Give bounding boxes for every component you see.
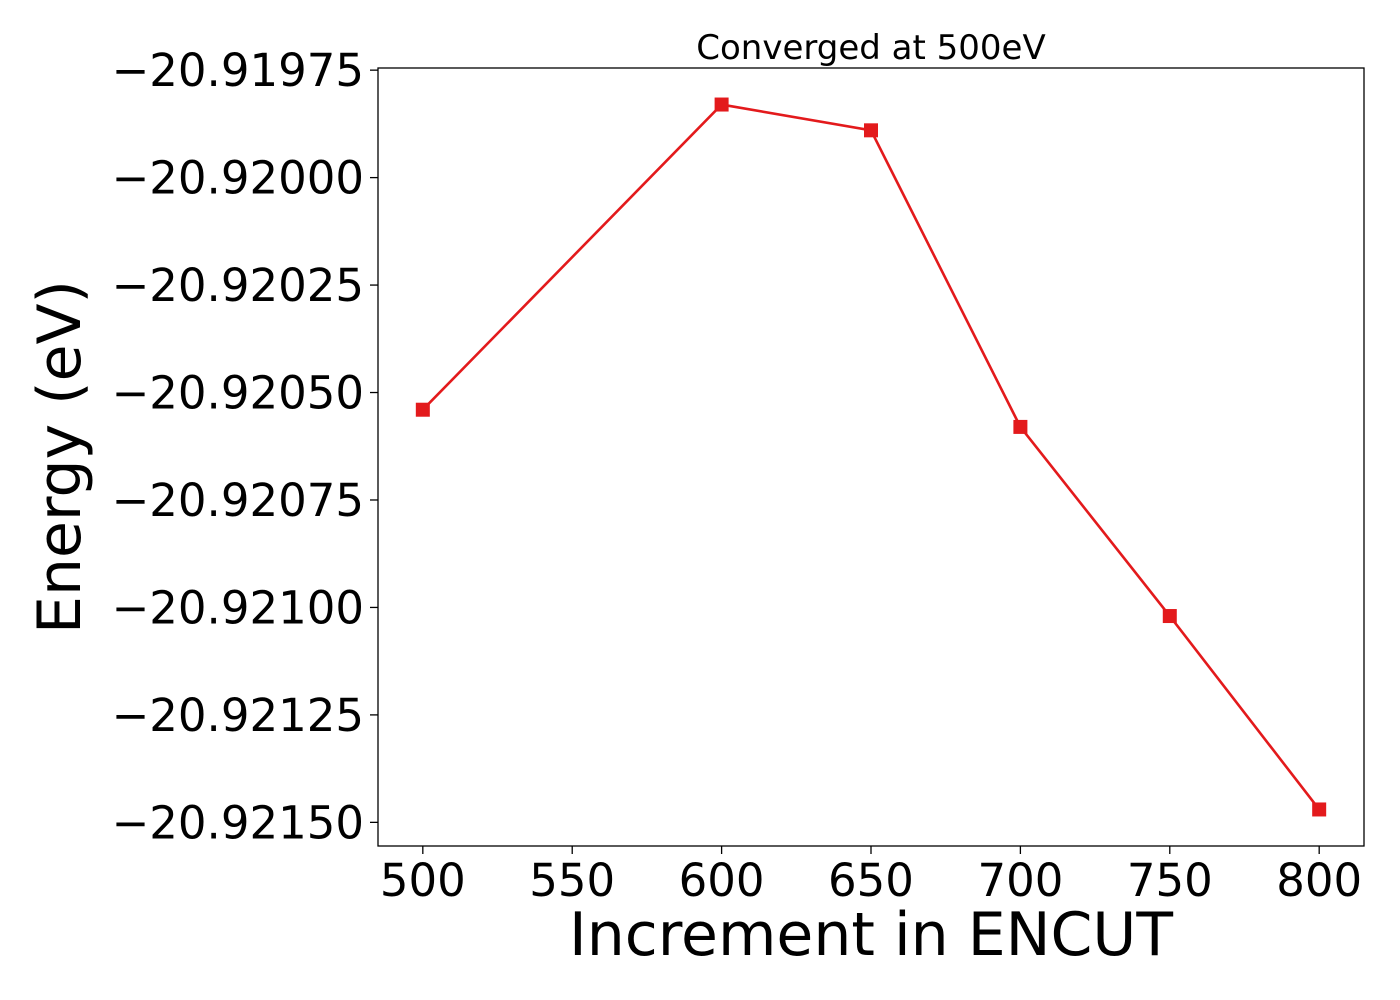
x-tick-label: 600	[679, 854, 765, 907]
y-tick-label: −20.91975	[112, 44, 364, 97]
x-tick-label: 700	[977, 854, 1063, 907]
x-tick-label: 650	[828, 854, 914, 907]
y-tick-label: −20.92075	[112, 474, 364, 527]
data-point-marker	[1162, 609, 1177, 624]
data-point-marker	[1312, 802, 1327, 817]
chart-title: Converged at 500eV	[696, 28, 1045, 68]
x-axis-title: Increment in ENCUT	[569, 900, 1173, 970]
x-tick-label: 800	[1276, 854, 1362, 907]
y-tick-label: −20.92000	[112, 152, 364, 205]
data-point-marker	[1013, 419, 1028, 434]
x-axis: 500 550 600 650 700 750 800	[380, 846, 1362, 907]
y-tick-label: −20.92025	[112, 259, 364, 312]
x-tick-label: 750	[1127, 854, 1213, 907]
series-line	[421, 103, 1321, 811]
data-point-marker	[415, 402, 430, 417]
y-axis-title: Energy (eV)	[25, 280, 95, 634]
data-point-marker	[864, 123, 878, 138]
y-axis: −20.91975 −20.92000 −20.92025 −20.92050 −20.…	[112, 44, 378, 849]
y-tick-label: −20.92100	[112, 581, 364, 634]
series-layer	[415, 97, 1327, 817]
y-tick-label: −20.92125	[112, 689, 364, 742]
plot-area-frame	[377, 67, 1365, 847]
x-tick-label: 500	[380, 854, 466, 907]
x-tick-label: 550	[529, 854, 615, 907]
y-tick-label: −20.92050	[112, 367, 364, 420]
y-tick-label: −20.92150	[112, 796, 364, 849]
data-point-marker	[714, 97, 729, 112]
